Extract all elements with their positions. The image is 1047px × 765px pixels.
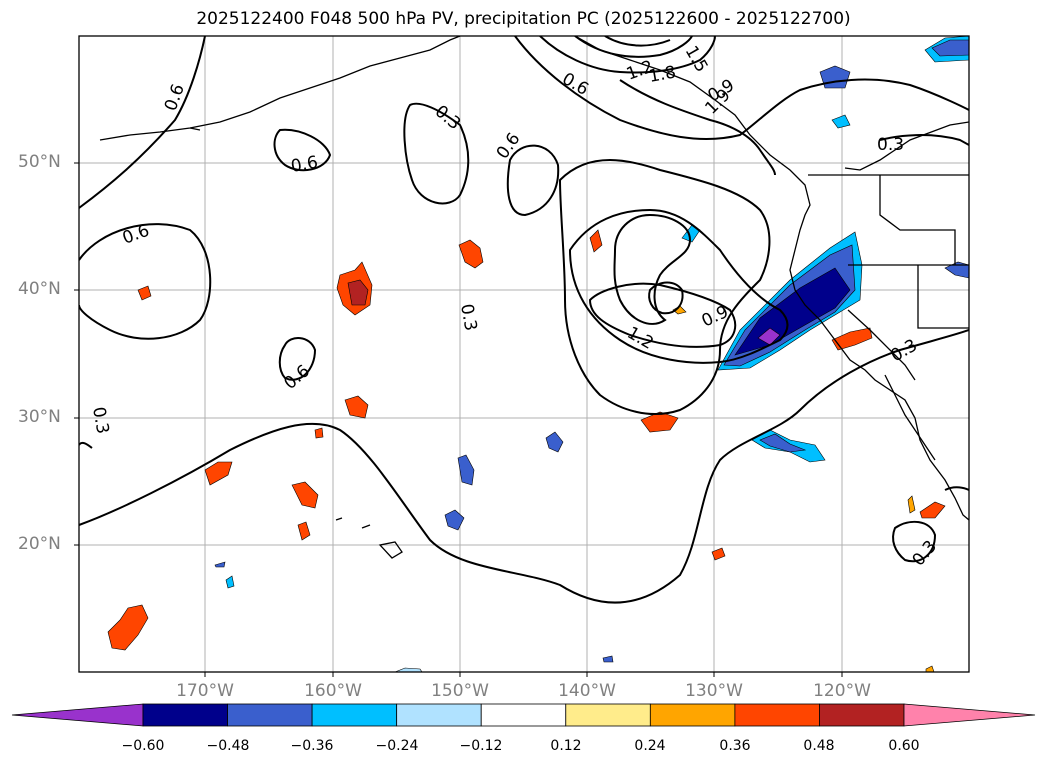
colorbar-tick: −0.24 (375, 738, 419, 754)
colorbar-tick: −0.36 (290, 738, 334, 754)
colorbar-tick: 0.24 (634, 738, 666, 754)
lon-label-120w: 120°W (813, 681, 871, 701)
lon-label-130w: 130°W (685, 681, 743, 701)
contour-label: 0.6 (289, 153, 319, 177)
gridlines (79, 36, 969, 672)
colorbar-extend-right (903, 703, 1036, 727)
lat-label-20n: 20°N (18, 534, 61, 554)
coastlines (99, 36, 969, 559)
colorbar-tick: 0.36 (719, 738, 751, 754)
negative-precip-main (717, 231, 863, 371)
contour-label: 1.2 (624, 323, 657, 354)
map-frame (78, 35, 970, 673)
colorbar-segment (734, 703, 820, 727)
contour-label: 0.6 (280, 361, 314, 394)
colorbar-segment (565, 703, 651, 727)
pv-contours (79, 36, 969, 604)
contour-label: 0.3 (431, 102, 465, 135)
colorbar-segment (227, 703, 313, 727)
lon-label-150w: 150°W (431, 681, 489, 701)
contour-label: 0.6 (493, 129, 525, 163)
lat-label-40n: 40°N (18, 279, 61, 299)
colorbar-tick: −0.60 (121, 738, 165, 754)
lon-label-170w: 170°W (176, 681, 234, 701)
colorbar-segment (819, 703, 905, 727)
contour-label: 1.8 (647, 63, 677, 87)
colorbar-tick: −0.12 (459, 738, 503, 754)
map-title: 2025122400 F048 500 hPa PV, precipitatio… (196, 9, 851, 29)
precipitation-fields (107, 36, 969, 672)
contour-label: 0.6 (161, 81, 189, 113)
contour-label: 0.3 (877, 135, 904, 155)
colorbar-tick: 0.12 (550, 738, 582, 754)
contour-label: 0.3 (456, 302, 480, 332)
contour-label: 1.5 (681, 43, 712, 76)
lat-label-30n: 30°N (18, 407, 61, 427)
colorbar-tick: 0.60 (888, 738, 920, 754)
colorbar-segment (649, 703, 736, 727)
contour-label: 0.3 (88, 405, 112, 435)
positive-precip-blobs (107, 229, 946, 672)
axis-ticks (74, 162, 843, 677)
contour-label: 0.3 (888, 335, 921, 366)
negative-precip-blobs (214, 36, 969, 672)
colorbar-tick: 0.48 (803, 738, 835, 754)
colorbar-tick: −0.48 (206, 738, 250, 754)
lon-label-140w: 140°W (558, 681, 616, 701)
colorbar-segment (480, 703, 567, 727)
colorbar-segment (311, 703, 398, 727)
contour-label: 0.3 (909, 537, 942, 571)
colorbar-segment (142, 703, 228, 727)
contour-label: 0.9 (699, 302, 732, 332)
colorbar-extend-left (11, 703, 144, 727)
colorbar-segment (396, 703, 482, 727)
lon-label-160w: 160°W (304, 681, 362, 701)
lat-label-50n: 50°N (18, 152, 61, 172)
colorbar (11, 703, 1036, 727)
